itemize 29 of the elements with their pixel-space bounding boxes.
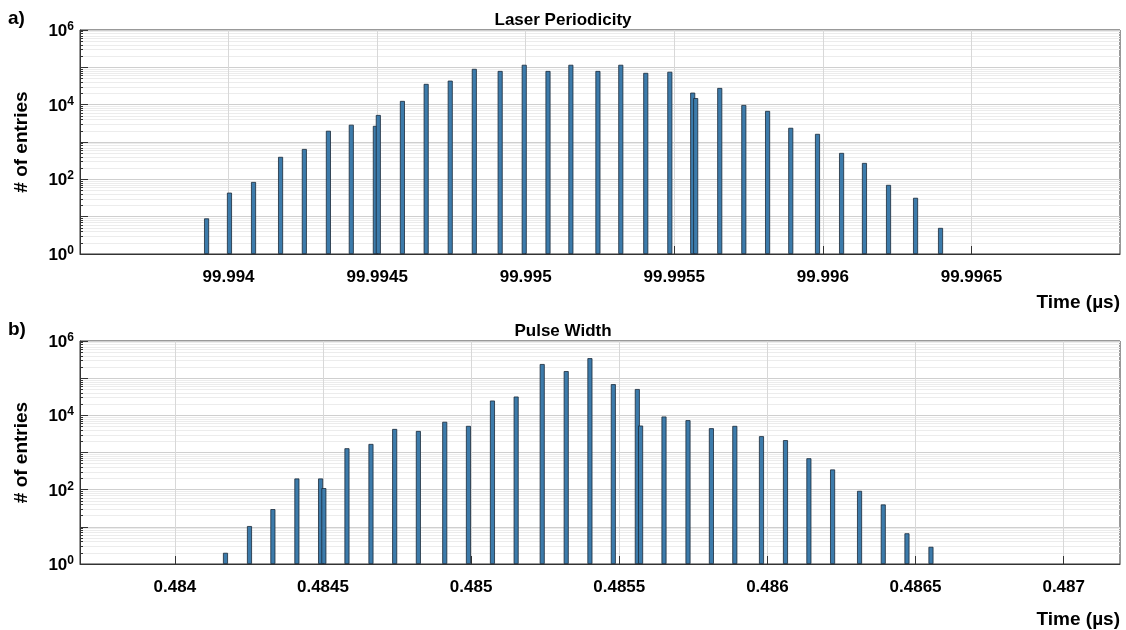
x-tick-label: 0.4855 xyxy=(593,577,646,596)
x-tick-label: 0.4845 xyxy=(296,577,349,596)
y-tick-label: 10$^{6}$ xyxy=(48,18,74,42)
chart-title: Laser Periodicity xyxy=(494,10,633,29)
y-tick-label: 10$^{2}$ xyxy=(48,168,74,191)
y-tick-label: 10$^{4}$ xyxy=(48,93,74,116)
y-tick-label: 10$^{6}$ xyxy=(48,329,74,353)
x-tick-label: 99.994 xyxy=(202,267,256,286)
y-tick-label: 10$^{2}$ xyxy=(48,478,74,501)
x-tick-label: 0.486 xyxy=(746,577,789,596)
x-axis-title: Time (µs) xyxy=(1036,291,1120,312)
x-axis-title: Time (µs) xyxy=(1036,608,1120,629)
y-tick-label: 10$^{0}$ xyxy=(48,242,74,266)
y-axis-title: # of entries xyxy=(10,91,31,193)
x-tick-label: 0.487 xyxy=(1042,577,1085,596)
x-tick-label: 0.485 xyxy=(449,577,493,596)
x-tick-label: 99.9945 xyxy=(346,267,408,286)
text: b) xyxy=(8,318,26,339)
y-tick-label: 10$^{4}$ xyxy=(48,404,74,427)
x-tick-label: 99.995 xyxy=(499,267,552,286)
x-tick-label: 99.996 xyxy=(796,267,849,286)
y-axis-title: # of entries xyxy=(10,401,31,504)
y-tick-label: 10$^{0}$ xyxy=(48,552,74,576)
text: a) xyxy=(8,7,25,28)
x-tick-label: 0.4865 xyxy=(889,577,942,596)
x-tick-label: 0.484 xyxy=(153,577,197,596)
chart-title: Pulse Width xyxy=(514,321,612,340)
x-tick-label: 99.9965 xyxy=(940,267,1003,286)
x-tick-label: 99.9955 xyxy=(643,267,706,286)
